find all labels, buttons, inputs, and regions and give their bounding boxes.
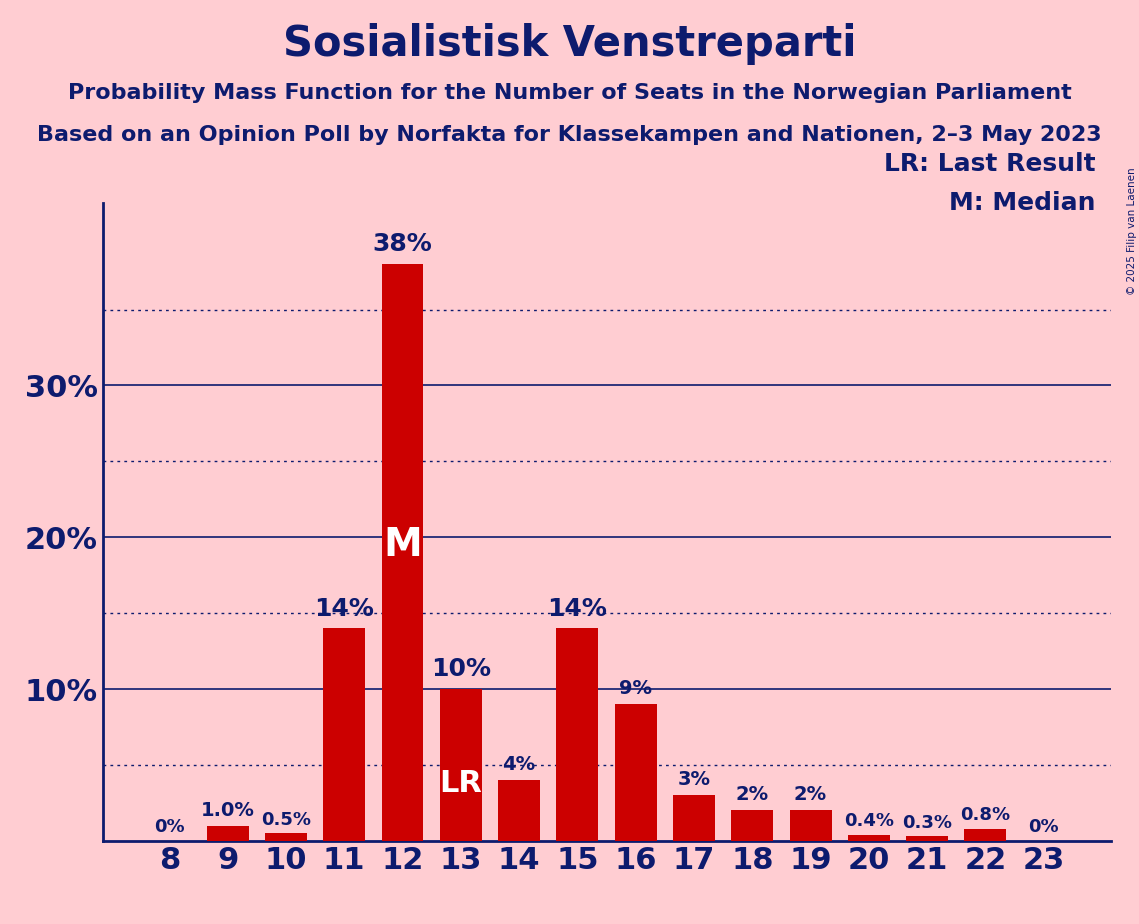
Bar — [907, 836, 948, 841]
Text: 0.4%: 0.4% — [844, 812, 894, 831]
Bar — [323, 628, 366, 841]
Bar — [615, 704, 657, 841]
Bar — [731, 810, 773, 841]
Bar — [382, 264, 424, 841]
Text: 0.8%: 0.8% — [960, 806, 1010, 824]
Text: 1.0%: 1.0% — [200, 800, 254, 820]
Bar — [847, 834, 890, 841]
Text: M: M — [383, 526, 421, 564]
Bar — [789, 810, 831, 841]
Text: 14%: 14% — [314, 597, 374, 621]
Text: Probability Mass Function for the Number of Seats in the Norwegian Parliament: Probability Mass Function for the Number… — [67, 83, 1072, 103]
Text: LR: Last Result: LR: Last Result — [884, 152, 1096, 176]
Bar — [556, 628, 598, 841]
Bar — [265, 833, 306, 841]
Text: 14%: 14% — [548, 597, 607, 621]
Bar — [673, 796, 715, 841]
Text: 0%: 0% — [154, 819, 185, 836]
Text: M: Median: M: Median — [949, 190, 1096, 214]
Text: 2%: 2% — [794, 785, 827, 805]
Text: 38%: 38% — [372, 233, 433, 257]
Text: 10%: 10% — [431, 658, 491, 682]
Text: 0%: 0% — [1029, 819, 1059, 836]
Text: 4%: 4% — [502, 755, 535, 774]
Bar — [206, 826, 248, 841]
Text: 9%: 9% — [620, 679, 653, 699]
Text: Based on an Opinion Poll by Norfakta for Klassekampen and Nationen, 2–3 May 2023: Based on an Opinion Poll by Norfakta for… — [38, 125, 1101, 145]
Text: 3%: 3% — [678, 771, 711, 789]
Bar — [498, 780, 540, 841]
Text: 2%: 2% — [736, 785, 769, 805]
Bar — [965, 829, 1007, 841]
Text: © 2025 Filip van Laenen: © 2025 Filip van Laenen — [1126, 167, 1137, 295]
Text: 0.5%: 0.5% — [261, 810, 311, 829]
Text: 0.3%: 0.3% — [902, 814, 952, 832]
Text: Sosialistisk Venstreparti: Sosialistisk Venstreparti — [282, 23, 857, 65]
Text: LR: LR — [440, 769, 482, 797]
Bar — [440, 689, 482, 841]
